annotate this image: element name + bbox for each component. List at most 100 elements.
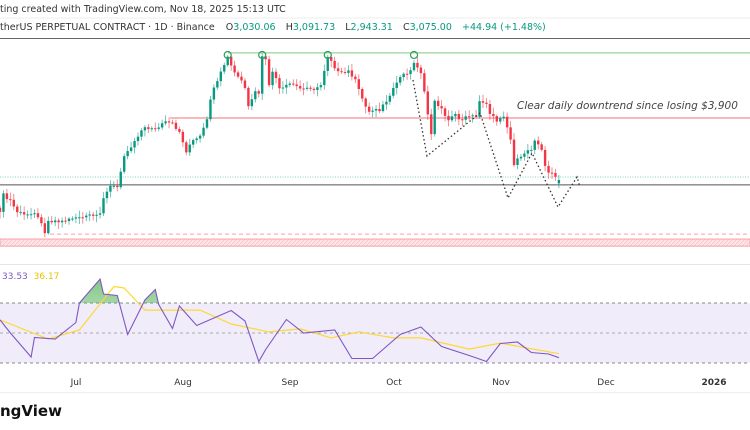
candle	[443, 106, 447, 122]
candle-body	[402, 73, 405, 78]
candle	[433, 99, 436, 137]
candle-body	[278, 78, 281, 89]
peak-circle-icon	[409, 50, 419, 60]
candle-body	[257, 91, 260, 94]
candle	[461, 113, 464, 127]
candle	[126, 145, 129, 160]
candle	[129, 141, 133, 154]
candle	[60, 217, 64, 228]
candle	[392, 82, 395, 99]
candle-body	[54, 220, 57, 223]
x-tick: Aug	[174, 378, 192, 388]
candle	[312, 87, 316, 95]
candle-body	[88, 214, 91, 216]
candle	[133, 138, 136, 154]
candle	[95, 210, 98, 223]
candle	[302, 83, 305, 96]
candle	[178, 126, 181, 134]
candle-body	[147, 127, 150, 130]
candle-body	[178, 128, 181, 132]
candle-body	[109, 185, 112, 192]
candle-body	[67, 218, 71, 222]
candle-body	[309, 87, 312, 89]
candle-body	[468, 116, 471, 118]
candle-body	[233, 65, 236, 73]
candle	[5, 189, 9, 203]
candle-body	[288, 83, 291, 85]
candle-body	[19, 212, 22, 214]
candle-body	[164, 121, 167, 124]
candle-body	[374, 109, 378, 111]
candle-body	[12, 199, 15, 207]
candle-body	[57, 220, 60, 223]
candle-body	[212, 87, 216, 100]
candle-body	[433, 100, 436, 135]
candle	[361, 87, 364, 103]
candle	[367, 102, 371, 115]
candle-body	[188, 144, 191, 153]
candle-body	[9, 199, 12, 201]
candle-body	[198, 135, 202, 139]
candle	[540, 141, 543, 152]
candle-body	[298, 86, 302, 89]
candle-body	[150, 128, 153, 130]
candle-body	[471, 115, 474, 117]
price-levels	[0, 52, 750, 247]
candle-body	[219, 71, 222, 82]
ohlc-legend: therUS PERPETUAL CONTRACT · 1D · Binance…	[0, 15, 546, 34]
candle-body	[2, 193, 5, 212]
candle-body	[202, 127, 205, 136]
candle	[274, 68, 278, 84]
candle-body	[533, 140, 536, 150]
candle	[550, 167, 554, 179]
candle-body	[316, 87, 319, 91]
candle	[171, 119, 174, 125]
candle	[181, 129, 185, 147]
candle-body	[519, 156, 523, 159]
candle	[436, 96, 440, 110]
candle	[219, 67, 222, 87]
candle	[385, 94, 388, 110]
candle-body	[216, 81, 219, 88]
candle	[371, 106, 374, 118]
time-axis[interactable]: Jul Aug Sep Oct Nov Dec 2026	[70, 378, 727, 388]
candle-body	[160, 123, 164, 128]
candle	[12, 193, 15, 211]
candle	[298, 80, 302, 92]
candle	[147, 124, 150, 134]
candle-body	[485, 102, 488, 104]
candle-body	[430, 114, 433, 135]
candle-body	[81, 217, 84, 219]
candle-body	[0, 207, 2, 212]
candle-body	[116, 185, 119, 188]
candle	[9, 192, 12, 207]
candle-body	[195, 138, 198, 141]
chart-caption: ting created with TradingView.com, Nov 1…	[0, 4, 286, 15]
candle-body	[98, 213, 102, 215]
candle-body	[43, 223, 47, 234]
candle	[223, 62, 226, 75]
candle	[395, 76, 398, 95]
candle-body	[343, 72, 347, 74]
candle	[109, 180, 112, 198]
candle	[236, 70, 240, 79]
candle-body	[271, 71, 274, 86]
candle	[143, 125, 147, 137]
candle-body	[50, 220, 53, 223]
candle-body	[192, 140, 195, 145]
candle-body	[223, 65, 226, 72]
candle	[0, 205, 2, 219]
candle	[305, 81, 309, 91]
change-value: +44.94 (+1.48%)	[462, 22, 546, 33]
candle-body	[267, 59, 271, 86]
candle	[412, 60, 416, 72]
candle-body	[226, 56, 229, 66]
candle-body	[436, 100, 440, 107]
candle	[267, 55, 271, 88]
candle	[350, 63, 354, 81]
candle	[426, 85, 429, 121]
candle	[81, 211, 84, 224]
candle	[554, 168, 557, 181]
candle	[478, 95, 481, 119]
